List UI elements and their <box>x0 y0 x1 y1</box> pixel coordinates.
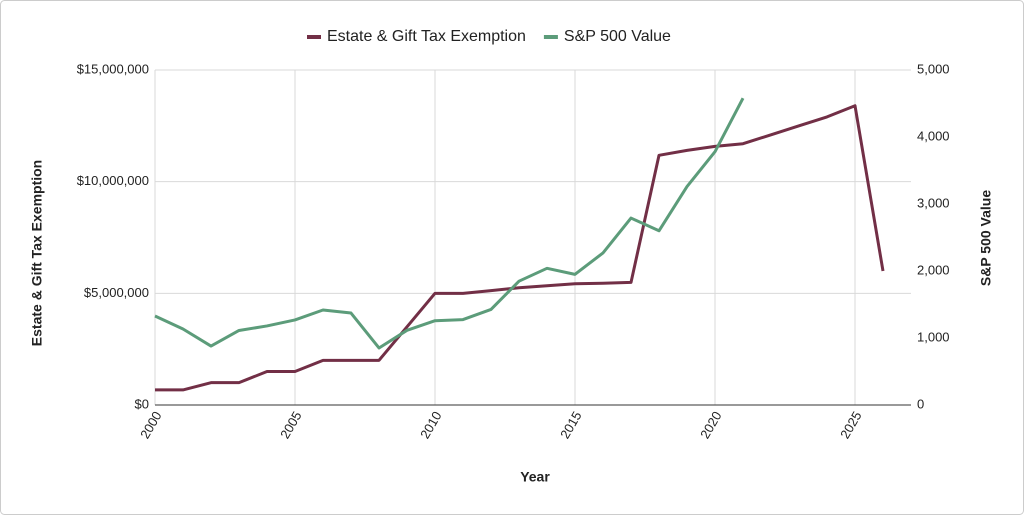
y-tick-label: $10,000,000 <box>77 173 149 188</box>
y-axis-title: Estate & Gift Tax Exemption <box>29 160 45 346</box>
y2-tick-label: 0 <box>917 396 924 411</box>
series-line <box>154 97 745 350</box>
y-tick-label: $5,000,000 <box>84 285 149 300</box>
y-tick-label: $15,000,000 <box>77 61 149 76</box>
y2-tick-label: 2,000 <box>917 262 950 277</box>
y2-axis-title: S&P 500 Value <box>978 190 994 286</box>
y2-tick-label: 5,000 <box>917 61 950 76</box>
series-line <box>155 104 885 392</box>
legend-label: S&P 500 Value <box>564 28 671 45</box>
y2-tick-label: 1,000 <box>917 329 950 344</box>
y-tick-label: $0 <box>135 396 149 411</box>
y2-tick-label: 4,000 <box>917 128 950 143</box>
legend-label: Estate & Gift Tax Exemption <box>327 28 526 45</box>
y2-tick-label: 3,000 <box>917 195 950 210</box>
x-axis-title: Year <box>520 469 550 485</box>
